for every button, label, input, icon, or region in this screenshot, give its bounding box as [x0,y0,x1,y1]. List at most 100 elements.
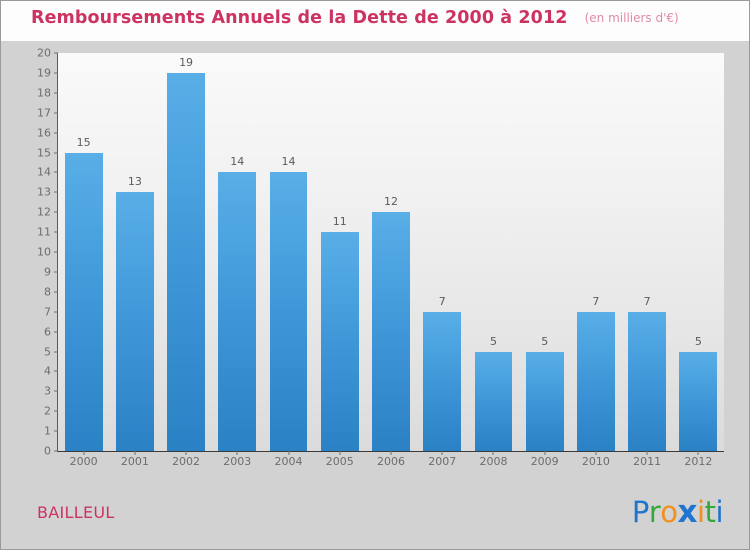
y-axis-tick-mark [54,191,58,193]
y-axis-tick-mark [54,251,58,253]
y-axis-tick-label: 16 [37,126,51,140]
y-axis-tick-label: 10 [37,245,51,259]
bar [218,172,257,451]
y-axis-tick-label: 4 [44,364,51,378]
bar [525,351,564,451]
x-axis-tick-label: 2002 [172,455,201,468]
x-axis-tick-label: 2005 [325,455,354,468]
bar-value-label: 12 [384,195,398,209]
y-axis-tick-mark [54,351,58,352]
logo-letter: r [648,495,661,529]
bar-value-label: 14 [230,155,245,169]
y-axis-tick-label: 3 [44,384,51,398]
y-axis-tick-mark [54,370,58,372]
bar [628,311,667,451]
y-axis-tick-label: 19 [37,66,51,80]
bar [372,212,410,451]
y-axis-tick-mark [54,132,58,134]
y-axis-tick-label: 2 [44,404,51,418]
y-axis-tick-mark [54,152,58,153]
y-axis-tick-label: 13 [37,185,51,199]
bar [320,232,359,451]
bar-value-label: 15 [76,135,91,149]
y-axis-tick-label: 0 [44,444,51,458]
y-axis-tick-label: 8 [44,285,51,299]
y-axis-tick-mark [54,291,58,293]
y-axis-tick-label: 9 [44,265,51,279]
y-axis-tick-label: 18 [37,86,51,100]
logo-letter: x [677,494,698,530]
bar [64,152,103,451]
y-axis-tick-label: 1 [44,424,51,438]
x-axis-tick-label: 2012 [684,455,713,468]
bar [576,311,615,451]
bar-value-label: 5 [694,334,702,348]
y-axis-tick-label: 12 [37,205,51,219]
y-axis-tick-mark [54,271,58,273]
bar-value-label: 7 [643,294,651,308]
y-axis-tick-label: 5 [44,345,51,358]
bar-value-label: 13 [127,175,142,189]
y-axis-tick-label: 6 [44,325,51,339]
y-axis-tick-label: 14 [37,165,51,179]
x-axis-tick-label: 2003 [223,455,252,468]
x-axis-tick-label: 2004 [274,455,303,468]
logo-letter: t [704,495,716,529]
bar [115,192,154,451]
y-axis-tick-mark [54,171,58,173]
y-axis-tick-mark [54,211,58,213]
x-axis-tick-mark [390,451,392,455]
bar-value-label: 5 [541,334,549,348]
bar-value-label: 7 [592,294,600,308]
y-axis-tick-label: 7 [44,305,51,319]
x-axis-tick-mark [236,451,238,455]
x-axis-tick-label: 2001 [120,455,149,468]
y-axis-tick-mark [54,52,58,54]
x-axis-tick-mark [595,451,597,455]
logo-letter: i [697,495,705,529]
x-axis-tick-mark [646,451,648,455]
y-axis-tick-label: 11 [37,225,51,239]
place-name: BAILLEUL [37,503,115,522]
bar-value-label: 14 [281,155,296,169]
bar [269,172,308,451]
bar [423,311,462,451]
y-axis-tick-label: 20 [37,46,51,60]
x-axis-tick-mark [697,451,699,455]
y-axis-tick-label: 17 [37,106,51,120]
x-axis-tick-mark [339,451,341,455]
x-axis-tick-mark [185,451,187,455]
x-axis-tick-mark [83,451,85,455]
x-axis-tick-mark [544,451,546,455]
bar [679,351,718,451]
x-axis-tick-mark [288,451,290,455]
x-axis-tick-label: 2010 [581,455,610,468]
x-axis-tick-mark [134,451,136,455]
chart-header: Remboursements Annuels de la Dette de 20… [1,1,749,41]
x-axis-tick-label: 2000 [69,455,98,468]
bar-value-label: 7 [438,294,446,308]
x-axis-tick-mark [492,451,494,455]
logo-letter: P [631,495,650,529]
y-axis-tick-mark [54,311,58,313]
logo-letter: o [660,495,678,529]
x-axis-tick-label: 2007 [428,455,457,468]
logo-letter: i [715,495,723,529]
x-axis-tick-label: 2009 [530,455,559,468]
bar [167,72,206,451]
title-line: Remboursements Annuels de la Dette de 20… [31,8,679,28]
chart-footer: BAILLEUL Proxiti [1,487,749,549]
bar [474,351,513,451]
y-axis-tick-mark [54,331,58,333]
y-axis-tick-mark [54,231,58,233]
proxiti-logo: Proxiti [631,494,724,530]
y-axis-tick-mark [54,430,58,432]
y-axis-tick-mark [54,450,58,452]
bar-value-label: 19 [179,55,194,69]
y-axis-tick-mark [54,92,58,94]
bar-value-label: 5 [489,334,497,348]
y-axis-tick-mark [54,410,58,412]
x-axis-tick-label: 2008 [479,455,508,468]
x-axis-tick-mark [441,451,443,455]
